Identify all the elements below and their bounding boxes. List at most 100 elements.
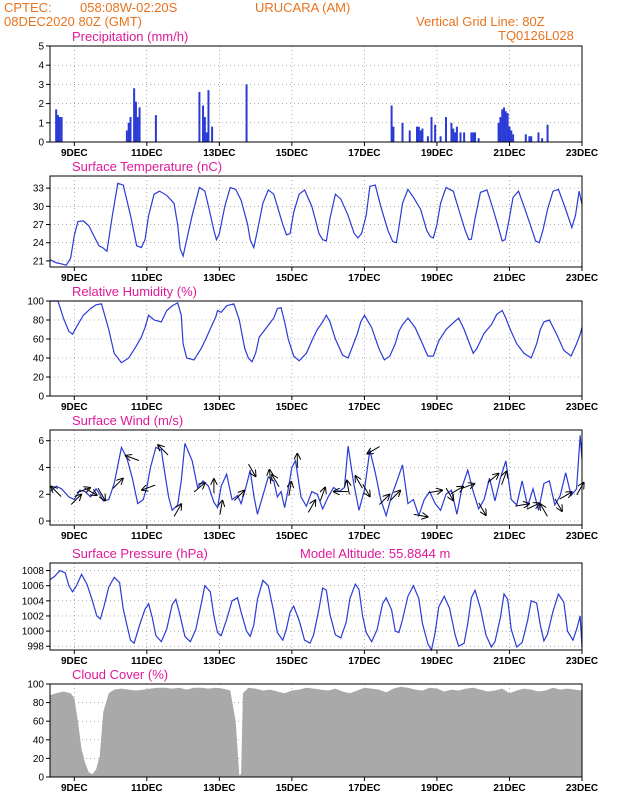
precip-bar	[401, 122, 404, 142]
rh-x-tick-label: 13DEC	[203, 402, 235, 413]
precip-y-tick-label: 1	[38, 118, 44, 129]
precip-bar	[207, 90, 210, 142]
wind-arrow	[233, 491, 244, 501]
precip-bar	[528, 136, 531, 142]
precip-bar	[434, 124, 437, 142]
precip-bar	[58, 117, 61, 142]
precip-x-tick-label: 23DEC	[566, 148, 598, 159]
wind-x-tick-label: 9DEC	[61, 531, 88, 542]
wind-arrow	[248, 463, 255, 476]
precip-bar	[450, 122, 453, 142]
cloud-x-tick-label: 15DEC	[276, 783, 308, 794]
temp-y-tick-label: 27	[33, 220, 45, 231]
press-y-tick-label: 998	[27, 642, 44, 653]
wind-series-line	[49, 435, 583, 518]
rh-x-tick-label: 23DEC	[566, 402, 598, 413]
press-series-line	[49, 569, 583, 652]
precip-bar	[497, 122, 500, 142]
wind-y-tick-label: 4	[38, 463, 44, 474]
precip-bar	[506, 113, 509, 142]
precip-bar	[524, 134, 527, 142]
wind-arrow	[515, 504, 529, 506]
temp-frame	[49, 175, 583, 268]
press-x-tick-label: 19DEC	[421, 656, 453, 667]
cloud-y-tick-label: 20	[33, 754, 45, 765]
precip-bar	[445, 117, 448, 142]
precip-bar	[154, 115, 157, 142]
precip-bar	[203, 117, 206, 142]
press-x-tick-label: 15DEC	[276, 656, 308, 667]
cloud-cover-area	[50, 686, 582, 777]
wind-arrow	[193, 483, 205, 493]
precip-bar	[127, 122, 130, 142]
rh-frame	[49, 300, 583, 397]
temp-y-tick-label: 24	[33, 238, 45, 249]
wind-arrow	[461, 484, 474, 489]
precip-bar	[463, 132, 466, 142]
cloud-x-tick-label: 19DEC	[421, 783, 453, 794]
temp-x-tick-label: 9DEC	[61, 273, 88, 284]
coords-label: 058:08W-02:20S	[80, 0, 178, 15]
precip-y-tick-label: 0	[38, 138, 44, 149]
cloud-x-tick-label: 9DEC	[61, 783, 88, 794]
precip-bar	[56, 115, 59, 142]
precip-bar	[537, 132, 540, 142]
precip-bar	[138, 107, 141, 142]
precip-panel-title: Precipitation (mm/h)	[72, 29, 188, 44]
wind-y-tick-label: 6	[38, 436, 44, 447]
wind-arrow	[173, 504, 181, 517]
wind-arrow	[445, 487, 453, 500]
precip-y-tick-label: 3	[38, 80, 44, 91]
cloud-frame	[49, 683, 583, 778]
wind-y-tick-label: 2	[38, 490, 44, 501]
cloud-x-tick-label: 17DEC	[348, 783, 380, 794]
wind-arrow	[389, 491, 400, 501]
precip-bar	[408, 130, 411, 142]
rh-y-tick-label: 80	[33, 316, 45, 327]
wind-x-tick-label: 19DEC	[421, 531, 453, 542]
init-time-label: 08DEC2020 80Z (GMT)	[4, 14, 142, 29]
cloud-y-tick-label: 100	[27, 680, 44, 691]
cloud-y-tick-label: 80	[33, 698, 45, 709]
temp-panel-title: Surface Temperature (nC)	[72, 159, 222, 174]
precip-bar	[470, 132, 473, 142]
wind-x-tick-label: 11DEC	[131, 531, 163, 542]
precip-bar	[198, 92, 201, 142]
temp-y-tick-label: 33	[33, 184, 45, 195]
cloud-y-tick-label: 0	[38, 773, 44, 784]
press-y-tick-label: 1006	[22, 581, 45, 592]
precip-bar	[421, 128, 424, 142]
precip-bar	[211, 126, 214, 142]
rh-x-tick-label: 15DEC	[276, 402, 308, 413]
temp-x-tick-label: 19DEC	[421, 273, 453, 284]
precip-bar	[202, 105, 205, 142]
precip-bar	[477, 138, 480, 142]
cloud-panel-title: Cloud Cover (%)	[72, 667, 168, 682]
wind-arrow	[576, 483, 584, 496]
source-label: CPTEC:	[4, 0, 52, 15]
precip-bar	[508, 126, 511, 142]
precip-x-tick-label: 13DEC	[203, 148, 235, 159]
wind-frame	[49, 429, 583, 526]
precip-bar	[546, 124, 549, 142]
precip-bar	[390, 105, 393, 142]
wind-arrow	[379, 495, 389, 505]
precip-bar	[205, 132, 208, 142]
precip-frame	[49, 45, 583, 143]
press-x-tick-label: 17DEC	[348, 656, 380, 667]
wind-x-tick-label: 17DEC	[348, 531, 380, 542]
precip-bar	[501, 109, 504, 142]
wind-x-tick-label: 21DEC	[493, 531, 525, 542]
precip-bar	[134, 101, 137, 142]
rh-x-tick-label: 19DEC	[421, 402, 453, 413]
precip-bar	[125, 130, 128, 142]
wind-arrow	[320, 488, 325, 501]
precip-bar	[541, 138, 544, 142]
precip-bar	[60, 117, 63, 142]
precip-bar	[452, 128, 455, 142]
precip-y-tick-label: 5	[38, 42, 44, 53]
rh-y-tick-label: 60	[33, 335, 45, 346]
precip-bar	[503, 107, 506, 142]
wind-arrow	[487, 474, 499, 484]
